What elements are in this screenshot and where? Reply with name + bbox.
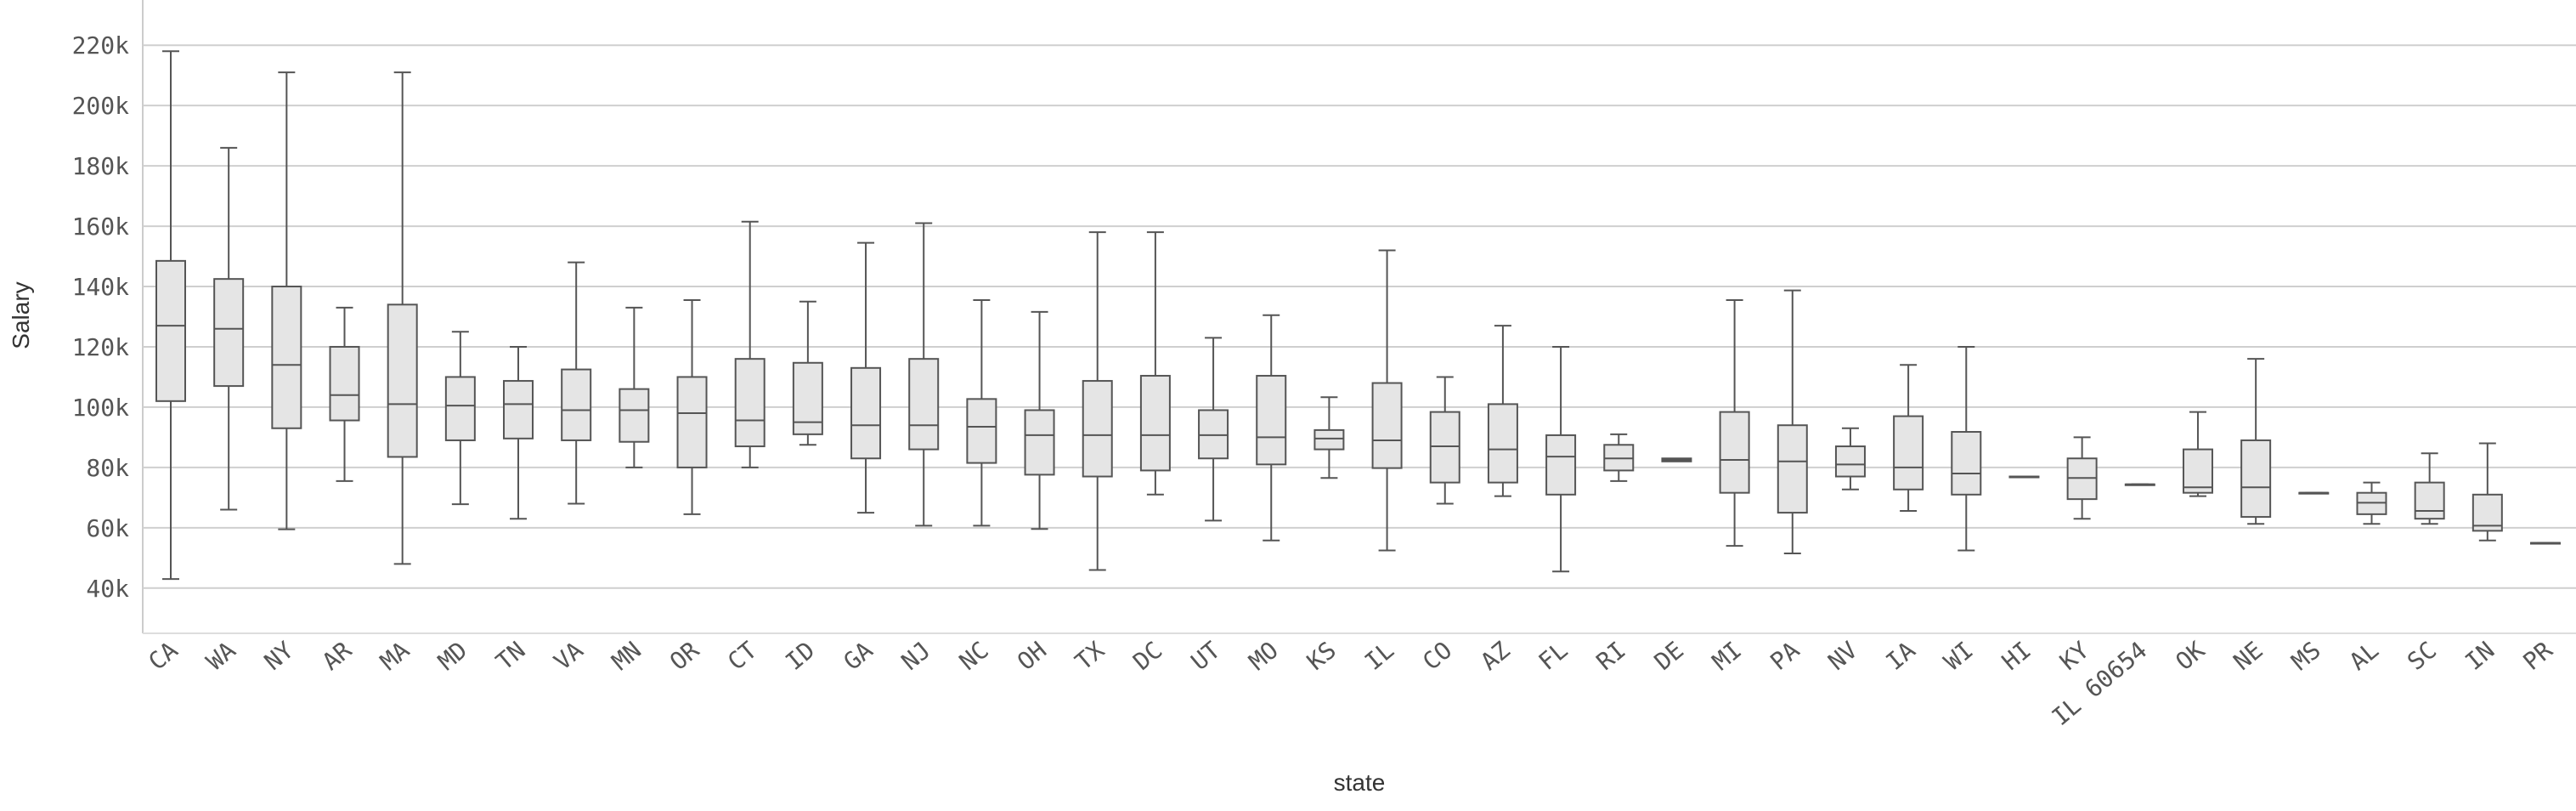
x-tick-label: IL bbox=[1359, 636, 1399, 676]
y-tick-label: 180k bbox=[72, 152, 130, 180]
x-tick-label: DE bbox=[1649, 636, 1689, 676]
box bbox=[1893, 415, 1924, 491]
box bbox=[2240, 439, 2272, 519]
y-tick-label: 100k bbox=[72, 394, 130, 422]
x-tick-label: FL bbox=[1534, 636, 1573, 676]
x-tick-label: MD bbox=[432, 636, 472, 676]
box bbox=[850, 366, 882, 460]
x-tick-label: NV bbox=[1822, 636, 1862, 676]
x-tick-label: RI bbox=[1591, 636, 1631, 676]
box bbox=[1719, 411, 1750, 494]
box bbox=[908, 358, 940, 451]
x-tick-label: CT bbox=[722, 636, 762, 676]
box bbox=[1834, 445, 1866, 478]
box bbox=[1545, 434, 1577, 496]
x-tick-label: AR bbox=[317, 636, 357, 676]
box bbox=[1371, 382, 1403, 469]
x-tick-label: CA bbox=[143, 636, 183, 676]
box bbox=[1777, 424, 1808, 514]
box bbox=[1951, 431, 1982, 496]
x-tick-label: OK bbox=[2170, 636, 2210, 676]
box bbox=[734, 358, 765, 448]
box bbox=[444, 376, 476, 441]
x-tick-label: OR bbox=[664, 636, 704, 676]
x-tick-label: MA bbox=[375, 636, 415, 676]
box bbox=[271, 286, 302, 429]
x-tick-label: ID bbox=[780, 636, 820, 676]
x-tick-label: NE bbox=[2229, 636, 2268, 676]
x-tick-label: CO bbox=[1417, 636, 1457, 676]
x-tick-label: TX bbox=[1070, 636, 1110, 676]
x-tick-label: NY bbox=[259, 636, 299, 676]
x-tick-label: TN bbox=[490, 636, 530, 676]
box bbox=[213, 278, 245, 388]
x-tick-label: DC bbox=[1127, 636, 1167, 676]
x-tick-label: MO bbox=[1244, 636, 1284, 676]
x-tick-label: NC bbox=[954, 636, 994, 676]
box bbox=[2471, 493, 2503, 532]
box bbox=[792, 361, 823, 435]
x-tick-label: PR bbox=[2517, 636, 2557, 676]
box bbox=[966, 398, 997, 464]
x-tick-label: AL bbox=[2344, 636, 2384, 676]
box bbox=[561, 368, 592, 441]
box bbox=[155, 259, 186, 402]
box bbox=[1429, 411, 1460, 484]
x-tick-label: KS bbox=[1302, 636, 1342, 676]
x-tick-label: MS bbox=[2286, 636, 2326, 676]
y-tick-label: 60k bbox=[86, 514, 129, 542]
y-tick-label: 160k bbox=[72, 213, 130, 241]
y-tick-label: 80k bbox=[86, 454, 129, 482]
box bbox=[1313, 428, 1345, 451]
box bbox=[387, 303, 418, 458]
box bbox=[2182, 448, 2213, 494]
y-tick-label: 220k bbox=[72, 31, 130, 60]
x-tick-label: UT bbox=[1186, 636, 1226, 676]
x-tick-label: SC bbox=[2402, 636, 2442, 676]
x-tick-label: AZ bbox=[1475, 636, 1515, 676]
y-tick-label: 200k bbox=[72, 92, 130, 120]
x-tick-label: MN bbox=[607, 636, 647, 676]
x-tick-label: HI bbox=[1997, 636, 2037, 676]
box bbox=[1139, 375, 1171, 472]
x-tick-label: VA bbox=[549, 636, 589, 676]
x-tick-label: GA bbox=[839, 636, 878, 676]
y-tick-label: 40k bbox=[86, 575, 129, 603]
x-tick-label: KY bbox=[2054, 636, 2094, 676]
box bbox=[1024, 409, 1055, 476]
y-tick-label: 120k bbox=[72, 333, 130, 361]
x-tick-label: WA bbox=[201, 636, 241, 676]
box bbox=[1198, 409, 1229, 460]
x-axis-label: state bbox=[1334, 769, 1386, 796]
box bbox=[503, 380, 534, 440]
x-tick-label: PA bbox=[1765, 636, 1805, 676]
box bbox=[2414, 481, 2445, 520]
y-axis-label: Salary bbox=[8, 281, 34, 349]
x-tick-label: IN bbox=[2460, 636, 2500, 676]
x-tick-label: IA bbox=[1881, 636, 1921, 676]
box bbox=[1082, 380, 1113, 478]
box bbox=[676, 376, 708, 468]
x-tick-label: MI bbox=[1707, 636, 1747, 676]
box bbox=[1487, 403, 1518, 484]
box bbox=[1256, 375, 1287, 466]
x-tick-label: OH bbox=[1012, 636, 1052, 676]
x-tick-label: WI bbox=[1939, 636, 1979, 676]
box bbox=[619, 388, 650, 443]
y-tick-label: 140k bbox=[72, 273, 130, 301]
x-tick-label: NJ bbox=[896, 636, 936, 676]
box bbox=[329, 345, 360, 422]
